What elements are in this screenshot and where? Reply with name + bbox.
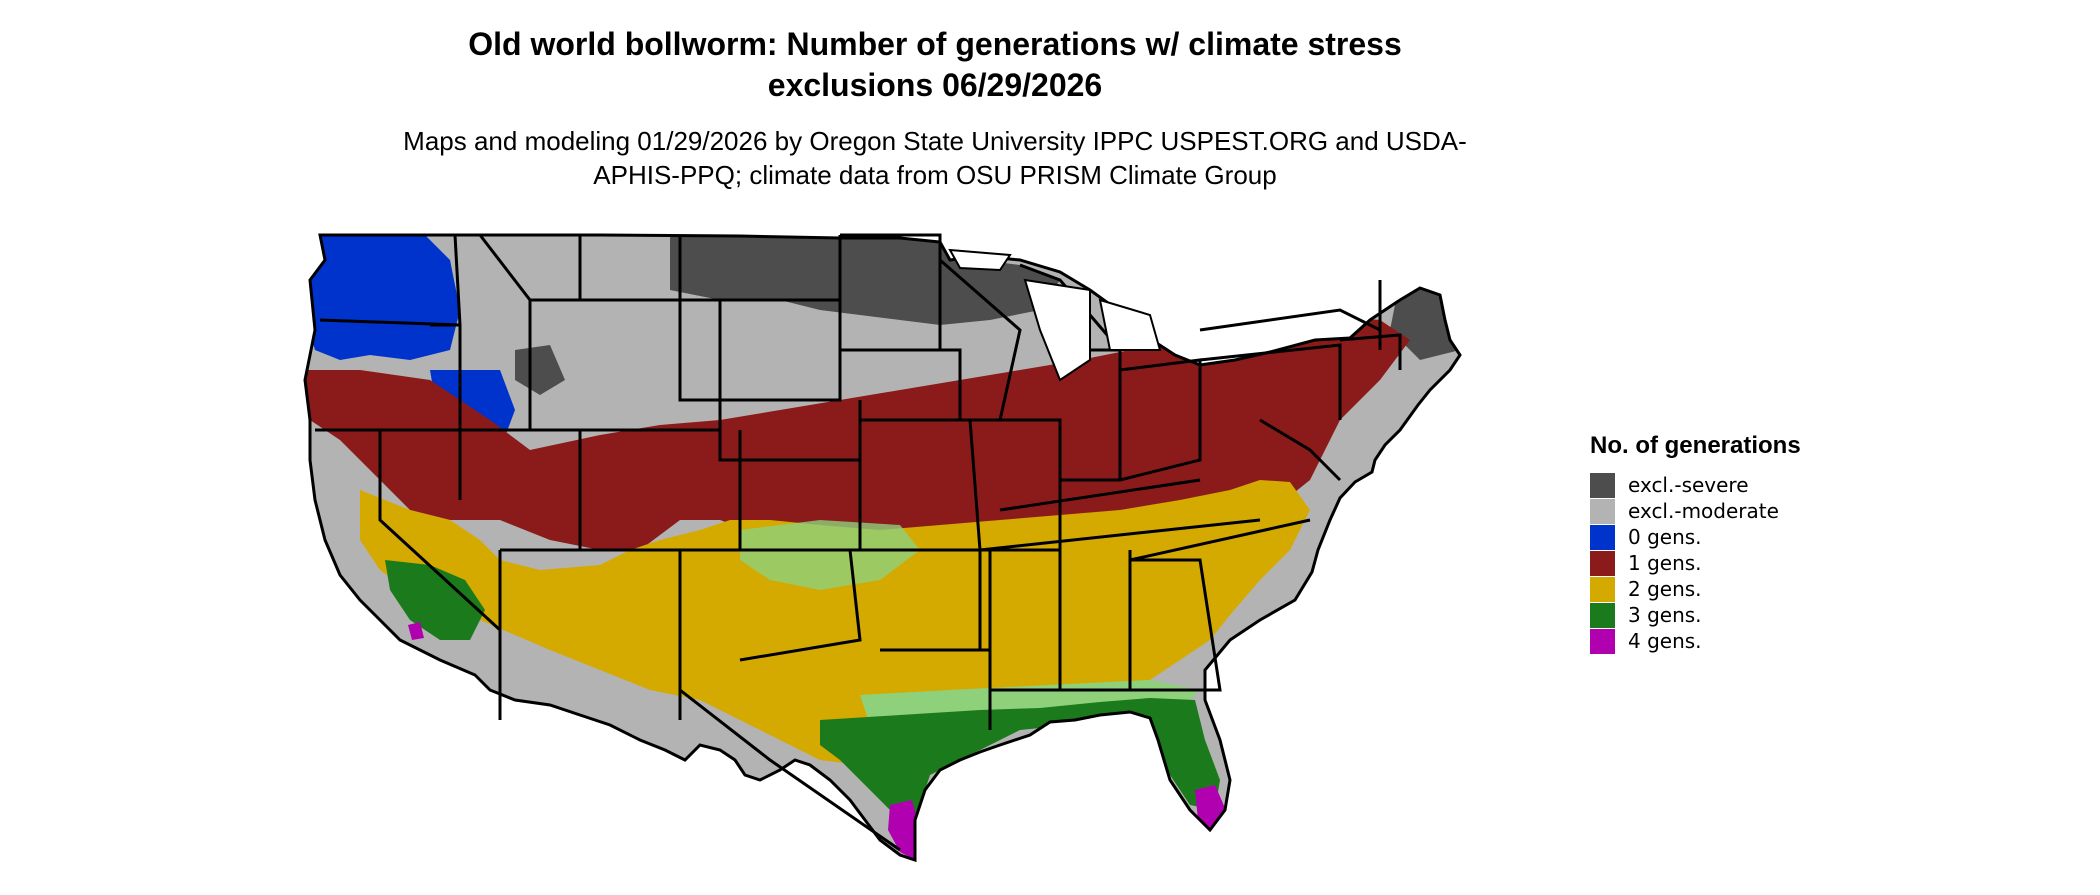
map-header: Old world bollworm: Number of generation… bbox=[0, 24, 1870, 192]
legend-items: excl.-severe excl.-moderate 0 gens. 1 ge… bbox=[1590, 472, 1850, 654]
legend-swatch-1-gens bbox=[1590, 550, 1615, 576]
border-ga bbox=[1130, 558, 1222, 692]
us-map bbox=[300, 220, 1560, 890]
legend-swatch-3-gens bbox=[1590, 602, 1615, 628]
legend-item-4-gens: 4 gens. bbox=[1590, 628, 1850, 654]
border-nc bbox=[1129, 518, 1311, 562]
zone-3-gens-southwest bbox=[385, 560, 485, 640]
zone-0-gens-northwest bbox=[305, 235, 460, 360]
border-ok bbox=[680, 548, 862, 662]
legend-title: No. of generations bbox=[1590, 432, 1801, 459]
legend-swatch-4-gens bbox=[1590, 628, 1615, 654]
border-mi bbox=[1019, 263, 1122, 351]
lake-huron bbox=[1098, 298, 1162, 351]
map-title: Old world bollworm: Number of generation… bbox=[468, 26, 1402, 103]
border-tx bbox=[678, 550, 901, 852]
border-va bbox=[1259, 418, 1342, 482]
legend-item-0-gens: 0 gens. bbox=[1590, 524, 1850, 550]
legend-item-excl-moderate: excl.-moderate bbox=[1590, 498, 1850, 524]
legend-label-excl-moderate: excl.-moderate bbox=[1628, 499, 1779, 523]
map-subtitle: Maps and modeling 01/29/2026 by Oregon S… bbox=[403, 126, 1467, 190]
border-new-england bbox=[1339, 333, 1402, 370]
legend: No. of generations excl.-severe excl.-mo… bbox=[1590, 432, 1850, 654]
border-il bbox=[980, 418, 1062, 552]
border-ca-nv bbox=[378, 430, 502, 632]
zone-3-gens-gulf bbox=[820, 698, 1220, 820]
border-oh bbox=[1119, 358, 1202, 482]
lake-superior bbox=[948, 248, 1012, 272]
legend-item-excl-severe: excl.-severe bbox=[1590, 472, 1850, 498]
zone-excl-severe-wyoming bbox=[515, 345, 565, 395]
legend-label-3-gens: 3 gens. bbox=[1628, 603, 1702, 627]
border-ky-north bbox=[999, 478, 1201, 512]
border-ny bbox=[1199, 308, 1381, 332]
us-map-svg bbox=[303, 233, 1462, 862]
legend-label-2-gens: 2 gens. bbox=[1628, 577, 1702, 601]
zone-4-gens-texas bbox=[888, 800, 920, 860]
legend-label-excl-severe: excl.-severe bbox=[1628, 473, 1749, 497]
border-nd bbox=[678, 235, 842, 302]
great-lakes bbox=[948, 248, 1162, 382]
legend-item-1-gens: 1 gens. bbox=[1590, 550, 1850, 576]
border-al bbox=[1058, 550, 1132, 692]
border-wi bbox=[939, 258, 1022, 422]
legend-item-2-gens: 2 gens. bbox=[1590, 576, 1850, 602]
legend-label-4-gens: 4 gens. bbox=[1628, 629, 1702, 653]
legend-swatch-excl-moderate bbox=[1590, 498, 1615, 524]
state-borders bbox=[303, 233, 1462, 862]
zone-1-gens bbox=[305, 315, 1410, 570]
border-pa bbox=[1199, 343, 1342, 420]
zone-4-gens-arizona bbox=[408, 622, 424, 640]
legend-label-1-gens: 1 gens. bbox=[1628, 551, 1702, 575]
border-mt bbox=[478, 234, 582, 302]
border-wy bbox=[580, 298, 722, 432]
zone-2-gens-transition bbox=[740, 520, 920, 590]
lake-michigan bbox=[1023, 278, 1091, 382]
border-tn-ky bbox=[979, 518, 1261, 552]
legend-swatch-excl-severe bbox=[1590, 472, 1615, 498]
legend-swatch-2-gens bbox=[1590, 576, 1615, 602]
legend-item-3-gens: 3 gens. bbox=[1590, 602, 1850, 628]
legend-swatch-0-gens bbox=[1590, 524, 1615, 550]
legend-label-0-gens: 0 gens. bbox=[1628, 525, 1702, 549]
border-wa-id bbox=[453, 234, 462, 326]
